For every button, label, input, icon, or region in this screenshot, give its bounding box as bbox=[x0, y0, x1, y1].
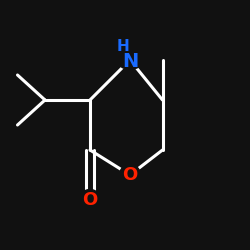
Circle shape bbox=[120, 164, 141, 186]
Text: O: O bbox=[82, 191, 98, 209]
Text: N: N bbox=[122, 52, 138, 71]
Text: H: H bbox=[116, 39, 129, 54]
Circle shape bbox=[80, 190, 100, 210]
Circle shape bbox=[114, 38, 146, 70]
Text: O: O bbox=[122, 166, 138, 184]
